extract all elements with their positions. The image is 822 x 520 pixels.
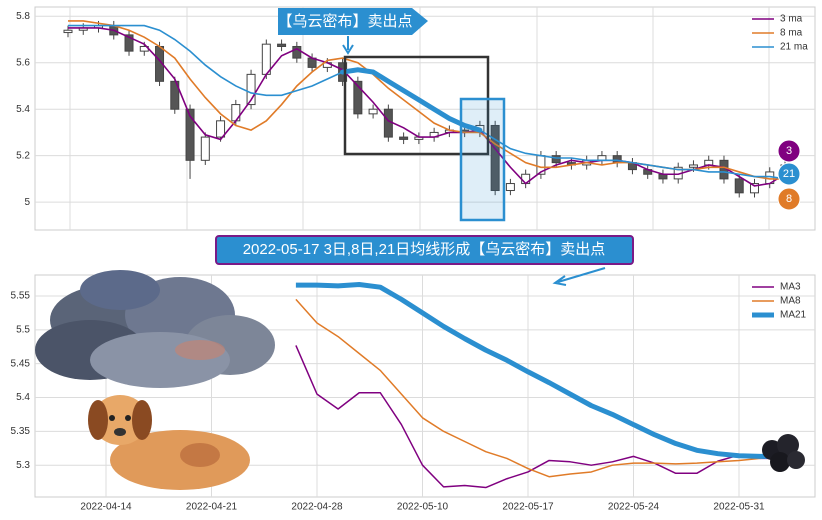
top-banner-shape	[278, 8, 428, 35]
candle-body	[63, 29, 73, 34]
mid-banner: 2022-05-17 3日,8日,21日均线形成【乌云密布】卖出点	[243, 241, 606, 258]
ma-highlight	[340, 67, 483, 133]
blackberry-illustration	[762, 434, 805, 472]
candle-body	[551, 155, 561, 164]
x-tick-label: 2022-05-17	[502, 502, 554, 513]
legend-label: 8 ma	[780, 28, 803, 39]
ma-line	[295, 345, 782, 489]
mid-arrow	[552, 267, 606, 286]
cloud-illustration	[35, 270, 275, 388]
x-tick-label: 2022-05-10	[397, 502, 449, 513]
x-tick-label: 2022-04-28	[291, 502, 343, 513]
x-tick-label: 2022-05-31	[713, 502, 765, 513]
legend-label: MA21	[780, 310, 807, 321]
top-plot-area	[34, 6, 816, 231]
candle-body	[277, 43, 287, 47]
candle-body	[353, 80, 363, 115]
candle-body	[200, 136, 210, 161]
series-badge	[777, 187, 801, 211]
series-badge-label: 8	[786, 193, 792, 205]
ma-line	[295, 281, 782, 459]
top-banner: 【乌云密布】卖出点	[277, 13, 412, 30]
candle-body	[231, 104, 241, 122]
candle-body	[612, 155, 622, 164]
candle-body	[246, 73, 256, 106]
y-tick-label: 5.4	[16, 392, 30, 403]
series-badge-label: 21	[783, 168, 795, 180]
series-badge	[777, 162, 801, 186]
y-tick-label: 5.4	[16, 104, 30, 115]
candle-body	[368, 108, 378, 115]
candle-body	[383, 108, 393, 138]
y-tick-label: 5.5	[16, 324, 30, 335]
series-badge	[777, 139, 801, 163]
x-tick-label: 2022-05-24	[608, 502, 660, 513]
y-tick-label: 5.45	[11, 358, 31, 369]
candle-body	[170, 80, 180, 110]
ma-line	[295, 298, 782, 478]
candle-body	[734, 178, 744, 194]
x-tick-label: 2022-04-21	[186, 502, 238, 513]
highlight-box	[343, 55, 490, 156]
candle-body	[292, 45, 302, 59]
legend-label: MA3	[780, 282, 801, 293]
x-tick-label: 2022-04-14	[80, 502, 132, 513]
candle-body	[688, 164, 698, 168]
y-tick-label: 5	[24, 197, 30, 208]
ma-line	[68, 27, 786, 187]
y-tick-label: 5.8	[16, 11, 30, 22]
candle-body	[490, 124, 500, 192]
candle-body	[185, 108, 195, 161]
dog-illustration	[88, 395, 250, 490]
y-tick-label: 5.55	[11, 291, 31, 302]
y-tick-label: 5.2	[16, 150, 30, 161]
legend-label: 21 ma	[780, 42, 808, 53]
series-badge-label: 3	[786, 145, 792, 157]
y-tick-label: 5.3	[16, 460, 30, 471]
y-tick-label: 5.6	[16, 57, 30, 68]
y-tick-label: 5.35	[11, 426, 31, 437]
banner-arrow	[342, 36, 354, 55]
candle-body	[124, 34, 134, 52]
legend-label: MA8	[780, 296, 801, 307]
candle-body	[505, 183, 515, 192]
candle-body	[749, 183, 759, 194]
legend-label: 3 ma	[780, 14, 803, 25]
mid-banner-shape	[215, 235, 634, 265]
candle-body	[399, 136, 409, 140]
candle-body	[216, 120, 226, 138]
signal-box	[459, 97, 506, 222]
